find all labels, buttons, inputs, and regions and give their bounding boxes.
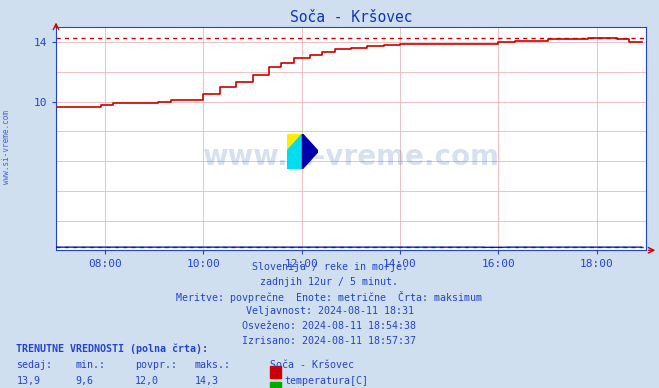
Text: temperatura[C]: temperatura[C] (285, 376, 368, 386)
Text: Izrisano: 2024-08-11 18:57:37: Izrisano: 2024-08-11 18:57:37 (243, 336, 416, 346)
Polygon shape (287, 134, 302, 169)
Polygon shape (302, 134, 318, 169)
Text: www.si-vreme.com: www.si-vreme.com (202, 142, 500, 171)
Text: Osveženo: 2024-08-11 18:54:38: Osveženo: 2024-08-11 18:54:38 (243, 321, 416, 331)
Text: maks.:: maks.: (194, 360, 231, 370)
Text: TRENUTNE VREDNOSTI (polna črta):: TRENUTNE VREDNOSTI (polna črta): (16, 343, 208, 354)
Text: zadnjih 12ur / 5 minut.: zadnjih 12ur / 5 minut. (260, 277, 399, 287)
Text: 12,0: 12,0 (135, 376, 159, 386)
Text: 9,6: 9,6 (76, 376, 94, 386)
Text: sedaj:: sedaj: (16, 360, 53, 370)
Text: Meritve: povprečne  Enote: metrične  Črta: maksimum: Meritve: povprečne Enote: metrične Črta:… (177, 291, 482, 303)
Text: 14,3: 14,3 (194, 376, 218, 386)
Text: Veljavnost: 2024-08-11 18:31: Veljavnost: 2024-08-11 18:31 (246, 306, 413, 316)
Text: Soča - Kršovec: Soča - Kršovec (270, 360, 354, 370)
Text: min.:: min.: (76, 360, 106, 370)
Text: Slovenija / reke in morje.: Slovenija / reke in morje. (252, 262, 407, 272)
Text: povpr.:: povpr.: (135, 360, 177, 370)
Text: 13,9: 13,9 (16, 376, 40, 386)
Text: www.si-vreme.com: www.si-vreme.com (2, 111, 11, 184)
Polygon shape (287, 134, 302, 151)
Title: Soča - Kršovec: Soča - Kršovec (290, 10, 412, 24)
